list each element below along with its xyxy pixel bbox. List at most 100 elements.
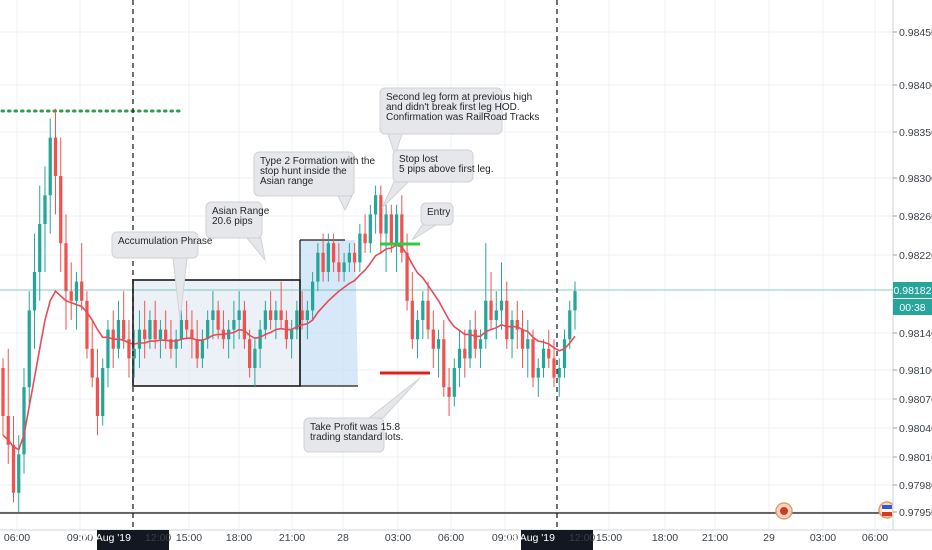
- annotation-callout[interactable]: Accumulation Phrase: [111, 231, 213, 321]
- annotation-text: Second leg form at previous high: [386, 92, 532, 103]
- candle: [379, 185, 383, 253]
- time-tick-label: 09:00: [492, 532, 518, 544]
- candle: [415, 310, 420, 359]
- time-axis[interactable]: 06:00 09:00 15:00 18:00 21:00 28 03:00 06:00 09:…: [4, 530, 888, 550]
- candle: [473, 310, 477, 359]
- candle: [263, 300, 268, 340]
- candle: [316, 243, 320, 292]
- candle: [489, 272, 493, 330]
- annotation-text: Asian range: [260, 176, 314, 187]
- event-marker[interactable]: [775, 502, 793, 520]
- annotation-text: stop hunt inside the: [260, 166, 347, 177]
- candle: [463, 329, 467, 378]
- candle: [174, 329, 178, 368]
- candle: [531, 329, 535, 388]
- candle: [436, 329, 441, 378]
- chart-grid: [0, 0, 893, 530]
- annotation-text: Confirmation was RailRoad Tracks: [386, 112, 539, 123]
- candle: [227, 320, 231, 359]
- candle: [557, 358, 561, 397]
- time-tick-label: 28: [337, 532, 349, 544]
- candle: [269, 291, 273, 330]
- date-badge-label: 27 Aug '19: [82, 532, 131, 544]
- candle: [53, 108, 58, 215]
- annotation-text: Entry: [427, 207, 450, 218]
- current-price-badge: 0.98182: [893, 282, 932, 298]
- candle: [384, 204, 388, 272]
- flag-icon[interactable]: [878, 501, 896, 519]
- candle: [547, 329, 551, 368]
- annotation-callout[interactable]: Entry: [411, 202, 454, 241]
- annotation-text: and didn't break first leg HOD.: [386, 102, 520, 113]
- range-zones: [132, 239, 358, 387]
- candle: [74, 272, 79, 330]
- candle: [400, 195, 404, 263]
- candle: [11, 416, 16, 503]
- time-tick-label: 18:00: [226, 532, 252, 544]
- candle: [515, 300, 519, 349]
- time-tick-label: 03:00: [385, 532, 411, 544]
- candle: [394, 204, 399, 272]
- candle: [38, 185, 42, 301]
- candle: [337, 243, 341, 282]
- candle: [405, 233, 409, 311]
- candle: [158, 320, 163, 359]
- candle: [59, 137, 63, 272]
- candle: [195, 320, 199, 368]
- current-price-label: 0.98182: [894, 285, 932, 297]
- candle: [421, 291, 425, 340]
- candle: [116, 300, 121, 359]
- candle: [237, 291, 241, 340]
- time-tick-label: 15:00: [596, 532, 622, 544]
- candle: [457, 329, 462, 388]
- candle: [289, 320, 294, 359]
- candle: [447, 368, 451, 416]
- candle: [64, 214, 68, 330]
- candle: [520, 310, 525, 368]
- countdown-label: 00:38: [899, 302, 925, 314]
- candle: [526, 320, 530, 378]
- candle: [43, 166, 47, 272]
- time-axis-date-badge: 27 Aug '19: [82, 530, 169, 550]
- date-badge-label: 28 Aug '19: [506, 532, 555, 544]
- annotation-text: Stop lost: [399, 154, 438, 165]
- candle: [536, 358, 540, 397]
- candle: [200, 329, 205, 368]
- countdown-badge: 00:38: [893, 299, 932, 315]
- candle: [321, 233, 325, 282]
- candle: [347, 243, 351, 272]
- candle: [137, 310, 142, 368]
- candle: [410, 272, 414, 349]
- candle: [95, 348, 100, 436]
- candle: [232, 300, 236, 349]
- annotation-text: 20.6 pips: [212, 216, 253, 227]
- time-tick-label: 06:00: [438, 532, 464, 544]
- candle: [274, 300, 278, 340]
- candle: [90, 320, 94, 388]
- candle: [510, 310, 514, 359]
- moving-average-line: [2, 244, 576, 451]
- candle: [568, 300, 572, 349]
- candle: [452, 358, 456, 407]
- candle: [190, 310, 194, 359]
- time-tick-label: 21:00: [279, 532, 305, 544]
- candle: [342, 252, 346, 282]
- candle: [505, 281, 509, 349]
- annotation-text: Asian Range: [212, 206, 270, 217]
- candle: [80, 243, 84, 311]
- candle: [101, 358, 105, 426]
- candle: [106, 320, 110, 388]
- candle: [389, 204, 393, 253]
